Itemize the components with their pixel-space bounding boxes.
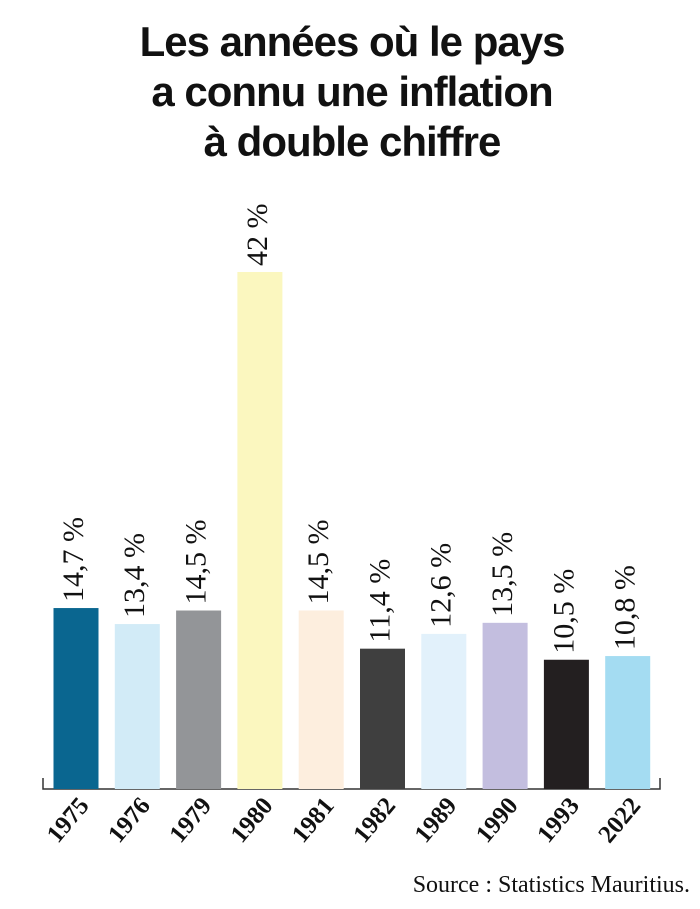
bar [421, 633, 467, 789]
value-label: 12,6 % [425, 543, 458, 628]
bar [543, 659, 589, 789]
bar [605, 656, 651, 789]
x-tick-label: 1975 [42, 793, 95, 849]
bar [298, 610, 344, 789]
value-label: 13,4 % [118, 533, 151, 618]
bar [237, 272, 283, 789]
bar [176, 610, 222, 789]
x-tick-label: 1982 [348, 793, 401, 849]
x-tick-label: 1993 [532, 793, 585, 849]
x-tick-label: 1990 [471, 793, 524, 849]
source-note: Source : Statistics Mauritius. [413, 872, 690, 898]
value-label: 13,5 % [486, 532, 519, 617]
value-label: 11,4 % [363, 559, 396, 643]
x-tick-label: 1980 [226, 793, 279, 849]
x-axis [42, 778, 661, 790]
x-tick-label: 2022 [593, 793, 646, 849]
value-label: 14,7 % [57, 517, 90, 602]
bar [482, 622, 528, 789]
value-label: 42 % [241, 204, 274, 267]
x-tick-label: 1989 [410, 793, 463, 849]
chart-title: a connu une inflation [151, 68, 552, 115]
x-tick-label: 1979 [164, 793, 217, 849]
bar [114, 624, 160, 789]
bar [360, 648, 405, 789]
value-label: 14,5 % [302, 520, 335, 605]
x-tick-label: 1976 [103, 793, 156, 849]
chart-title: à double chiffre [204, 118, 501, 165]
value-label: 10,8 % [609, 565, 642, 650]
chart-title: Les années où le pays [140, 18, 565, 65]
bar [53, 608, 99, 789]
value-label: 14,5 % [179, 520, 212, 605]
x-tick-label: 1981 [287, 793, 340, 849]
value-label: 10,5 % [547, 569, 580, 654]
